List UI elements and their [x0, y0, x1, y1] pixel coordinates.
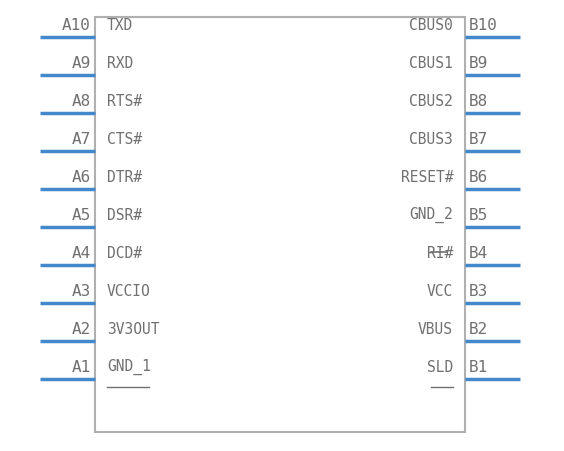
Text: CTS#: CTS#	[107, 132, 142, 147]
Text: B9: B9	[469, 56, 488, 71]
Text: B10: B10	[469, 18, 498, 33]
Text: SLD: SLD	[427, 359, 453, 374]
Text: CBUS0: CBUS0	[409, 18, 453, 33]
Bar	[95, 18, 465, 432]
Text: RESET#: RESET#	[400, 170, 453, 184]
Text: GND_1: GND_1	[107, 358, 151, 374]
Text: RXD: RXD	[107, 56, 133, 71]
Text: B3: B3	[469, 283, 488, 299]
Text: GND_2: GND_2	[409, 207, 453, 222]
Text: A3: A3	[72, 283, 91, 299]
Text: TXD: TXD	[107, 18, 133, 33]
Text: B8: B8	[469, 94, 488, 109]
Text: A1: A1	[72, 359, 91, 374]
Text: RI#: RI#	[427, 245, 453, 260]
Text: A9: A9	[72, 56, 91, 71]
Text: A2: A2	[72, 321, 91, 336]
Text: DTR#: DTR#	[107, 170, 142, 184]
Text: A10: A10	[62, 18, 91, 33]
Text: A7: A7	[72, 132, 91, 147]
Text: A8: A8	[72, 94, 91, 109]
Text: CBUS1: CBUS1	[409, 56, 453, 71]
Text: VCC: VCC	[427, 283, 453, 299]
Text: VCCIO: VCCIO	[107, 283, 151, 299]
Text: CBUS3: CBUS3	[409, 132, 453, 147]
Text: B5: B5	[469, 207, 488, 222]
Text: A5: A5	[72, 207, 91, 222]
Text: B7: B7	[469, 132, 488, 147]
Text: B6: B6	[469, 170, 488, 184]
Text: RTS#: RTS#	[107, 94, 142, 109]
Text: DCD#: DCD#	[107, 245, 142, 260]
Text: A4: A4	[72, 245, 91, 260]
Text: VBUS: VBUS	[418, 321, 453, 336]
Text: DSR#: DSR#	[107, 207, 142, 222]
Text: CBUS2: CBUS2	[409, 94, 453, 109]
Text: B1: B1	[469, 359, 488, 374]
Text: B2: B2	[469, 321, 488, 336]
Text: A6: A6	[72, 170, 91, 184]
Text: B4: B4	[469, 245, 488, 260]
Text: 3V3OUT: 3V3OUT	[107, 321, 160, 336]
